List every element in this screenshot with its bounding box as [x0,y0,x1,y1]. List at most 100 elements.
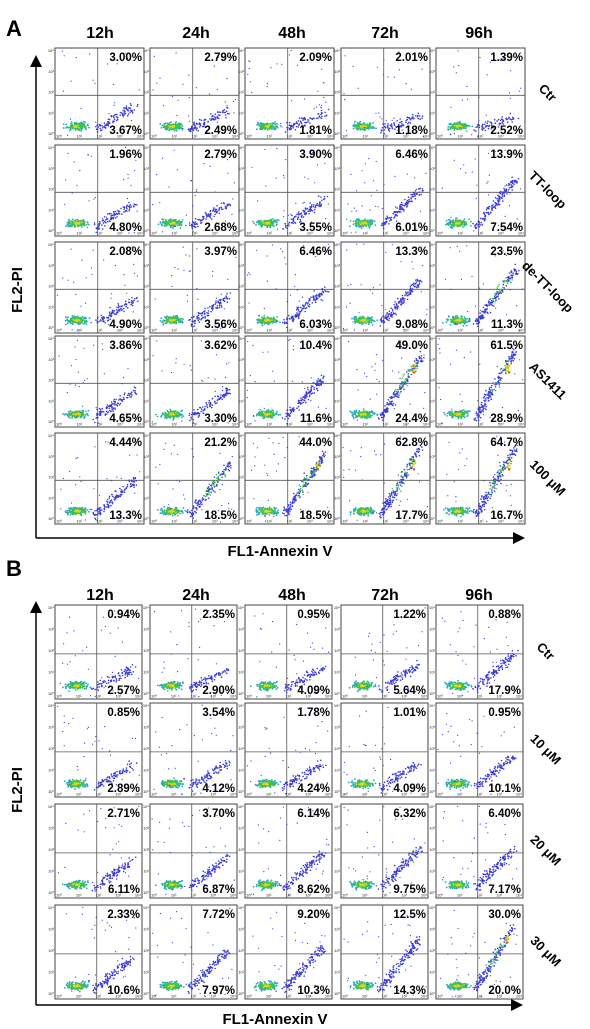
event-dot [367,128,370,130]
event-dot [168,128,171,131]
event-dot [315,106,317,108]
event-dot [213,215,215,218]
event-dot [511,176,513,179]
event-dot [75,293,77,296]
event-dot [125,105,128,107]
x-tick-label: 10¹ [457,134,463,139]
event-dot [131,304,134,307]
event-dot [202,216,204,218]
event-dot [364,321,367,324]
event-dot [189,318,192,321]
event-dot [194,221,197,223]
event-dot [101,224,103,226]
event-dot [502,283,505,286]
event-dot [374,224,377,226]
event-dot [356,190,358,192]
event-dot [403,204,406,207]
event-dot [350,173,352,176]
event-dot [275,177,277,179]
event-dot [126,208,128,210]
event-dot [117,310,119,312]
event-dot [299,310,302,313]
event-dot [354,124,356,127]
event-dot [501,291,504,293]
event-dot [93,223,96,226]
event-dot [511,121,513,123]
event-dot [511,118,514,121]
event-dot [459,125,461,127]
event-dot [191,220,194,222]
event-dot [175,129,178,132]
event-dot [79,170,81,172]
event-dot [102,318,104,321]
event-dot [130,104,132,107]
event-dot [501,197,503,200]
event-dot [503,287,506,289]
event-dot [411,290,414,293]
event-dot [324,111,326,114]
y-tick-label: 10¹ [238,110,244,115]
event-dot [68,225,71,227]
event-dot [303,306,305,308]
event-dot [468,321,470,323]
event-dot [194,127,197,130]
event-dot [136,275,138,277]
event-dot [320,106,322,109]
event-dot [521,288,524,290]
event-dot [71,322,74,325]
event-dot [392,312,395,314]
event-dot [191,205,194,207]
event-dot [123,274,125,276]
event-dot [321,293,323,296]
event-dot [218,111,220,113]
event-dot [387,126,389,129]
event-dot [381,118,383,120]
event-dot [411,261,413,263]
event-dot [169,121,171,124]
event-dot [128,210,130,212]
event-dot [404,202,407,205]
event-dot [323,289,326,291]
event-dot [226,106,228,109]
event-dot [78,319,81,322]
event-dot [216,204,218,207]
y-tick-label: 10⁰ [143,131,149,136]
event-dot [382,224,385,227]
event-dot [413,285,416,288]
event-dot [93,198,95,200]
event-dot [456,320,459,322]
event-dot [347,285,349,287]
event-dot [113,212,115,214]
event-dot [62,123,65,126]
event-dot [415,281,418,283]
event-dot [320,299,323,301]
event-dot [373,220,376,223]
lower-right-percentage: 2.52% [490,125,523,137]
event-dot [513,180,516,182]
event-dot [505,277,507,279]
event-dot [465,125,468,128]
event-dot [411,283,414,286]
event-dot [249,81,251,83]
event-dot [372,180,374,182]
event-dot [289,294,292,296]
event-dot [290,213,292,215]
event-dot [304,307,307,310]
event-dot [204,307,206,310]
event-dot [311,204,313,206]
event-dot [188,74,190,76]
event-dot [344,55,346,57]
event-dot [66,126,69,128]
event-dot [487,312,489,315]
event-dot [215,208,218,211]
event-dot [383,183,385,185]
event-dot [474,158,476,160]
y-tick-label: 10¹ [238,207,244,212]
event-dot [163,225,166,227]
event-dot [364,182,366,184]
lower-right-percentage: 3.56% [204,319,237,331]
event-dot [368,227,371,229]
event-dot [515,180,518,182]
event-dot [500,288,503,291]
event-dot [129,103,132,105]
